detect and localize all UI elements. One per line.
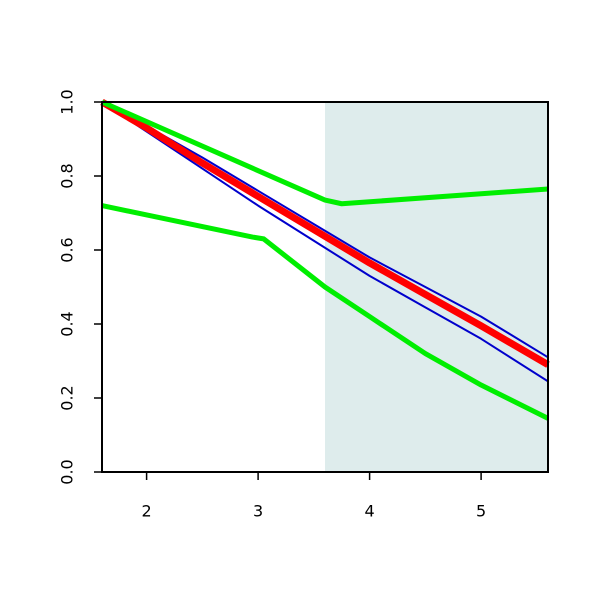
x-tick-label: 3 (253, 502, 263, 521)
x-tick-label: 4 (365, 502, 375, 521)
line (101, 203, 550, 421)
x-tick-label: 5 (476, 502, 486, 521)
shaded-region (325, 102, 548, 472)
y-tick-label: 1.0 (58, 89, 77, 114)
line (100, 98, 550, 368)
plot-frame (101, 101, 549, 473)
y-tick-label: 0.4 (58, 311, 77, 336)
y-tick-label: 0.6 (58, 237, 77, 262)
y-tick-label: 0.2 (58, 385, 77, 410)
y-tick-label: 0.0 (58, 459, 77, 484)
y-tick-label: 0.8 (58, 163, 77, 188)
x-tick-label: 2 (142, 502, 152, 521)
line (100, 99, 549, 207)
line (101, 101, 549, 383)
